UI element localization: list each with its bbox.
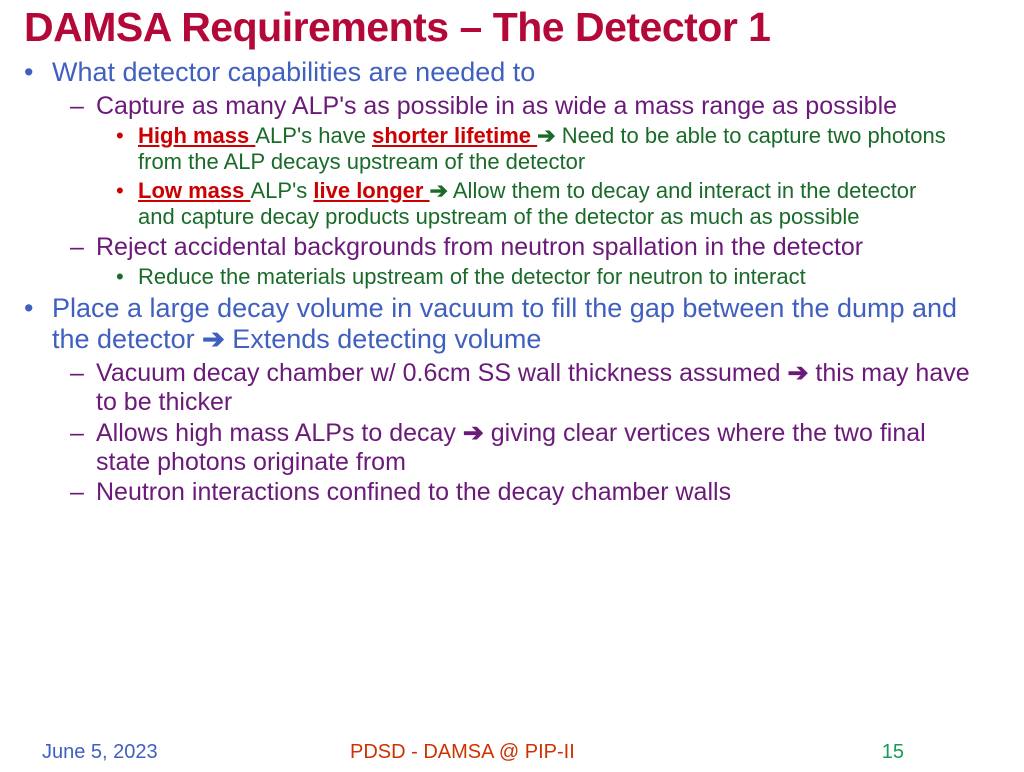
level3-item: •Low mass ALP's live longer ➔ Allow them…	[116, 178, 1000, 230]
bullet-icon: •	[24, 57, 52, 88]
level1-text: Place a large decay volume in vacuum to …	[52, 293, 992, 355]
bullet-icon: •	[116, 264, 138, 290]
footer-page-number: 15	[882, 741, 904, 764]
level3-list: •High mass ALP's have shorter lifetime ➔…	[116, 123, 1000, 230]
level2-text: Vacuum decay chamber w/ 0.6cm SS wall th…	[96, 359, 976, 417]
bullet-icon: •	[24, 293, 52, 324]
dash-icon: –	[70, 419, 96, 448]
level3-text: Low mass ALP's live longer ➔ Allow them …	[138, 178, 958, 230]
level2-list: –Vacuum decay chamber w/ 0.6cm SS wall t…	[70, 359, 1000, 507]
level2-item: –Reject accidental backgrounds from neut…	[70, 233, 1000, 262]
level1-list: •What detector capabilities are needed t…	[24, 57, 1000, 507]
level3-item: •Reduce the materials upstream of the de…	[116, 264, 1000, 290]
level3-text: Reduce the materials upstream of the det…	[138, 264, 958, 290]
dash-icon: –	[70, 233, 96, 262]
bullet-icon: •	[116, 123, 138, 149]
level2-text: Neutron interactions confined to the dec…	[96, 478, 976, 507]
level3-item: •High mass ALP's have shorter lifetime ➔…	[116, 123, 1000, 175]
level3-list: •Reduce the materials upstream of the de…	[116, 264, 1000, 290]
dash-icon: –	[70, 359, 96, 388]
footer-center: PDSD - DAMSA @ PIP-II	[350, 741, 575, 764]
level2-item: –Vacuum decay chamber w/ 0.6cm SS wall t…	[70, 359, 1000, 417]
footer-date: June 5, 2023	[42, 741, 158, 763]
dash-icon: –	[70, 92, 96, 121]
bullet-icon: •	[116, 178, 138, 204]
level1-text: What detector capabilities are needed to	[52, 57, 992, 88]
level2-item: –Allows high mass ALPs to decay ➔ giving…	[70, 419, 1000, 477]
level1-item: •What detector capabilities are needed t…	[24, 57, 1000, 88]
level2-text: Allows high mass ALPs to decay ➔ giving …	[96, 419, 976, 477]
level2-item: –Capture as many ALP's as possible in as…	[70, 92, 1000, 121]
level3-text: High mass ALP's have shorter lifetime ➔ …	[138, 123, 958, 175]
level2-list: –Capture as many ALP's as possible in as…	[70, 92, 1000, 290]
level2-text: Capture as many ALP's as possible in as …	[96, 92, 976, 121]
level1-item: •Place a large decay volume in vacuum to…	[24, 293, 1000, 355]
footer: June 5, 2023 PDSD - DAMSA @ PIP-II 15	[0, 741, 1024, 764]
slide-title: DAMSA Requirements – The Detector 1	[24, 4, 1000, 51]
dash-icon: –	[70, 478, 96, 507]
level2-item: –Neutron interactions confined to the de…	[70, 478, 1000, 507]
level2-text: Reject accidental backgrounds from neutr…	[96, 233, 976, 262]
